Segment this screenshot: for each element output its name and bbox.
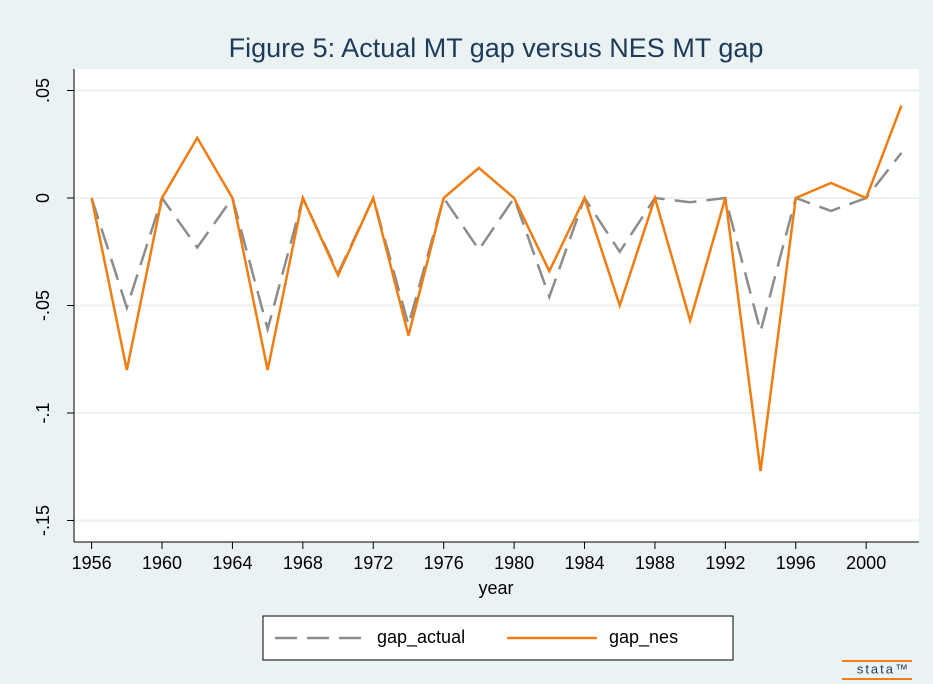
series-line	[90, 105, 903, 472]
logo: stata™	[857, 661, 910, 676]
x-tick-label: 1980	[494, 553, 534, 573]
chart-title: Figure 5: Actual MT gap versus NES MT ga…	[229, 33, 764, 63]
legend-label: gap_nes	[609, 627, 678, 648]
x-axis-label: year	[478, 578, 513, 598]
legend-label: gap_actual	[377, 627, 465, 648]
y-tick-label: .05	[33, 78, 53, 103]
x-tick-label: 1992	[705, 553, 745, 573]
series-line	[90, 152, 903, 337]
x-tick-label: 1988	[635, 553, 675, 573]
y-tick-label: -.15	[33, 505, 53, 536]
x-tick-label: 2000	[846, 553, 886, 573]
x-tick-label: 1968	[283, 553, 323, 573]
x-tick-label: 1976	[424, 553, 464, 573]
y-tick-label: 0	[33, 193, 53, 203]
x-tick-label: 1960	[142, 553, 182, 573]
x-tick-label: 1972	[353, 553, 393, 573]
y-tick-label: -.05	[33, 290, 53, 321]
x-tick-label: 1984	[564, 553, 604, 573]
x-tick-label: 1956	[72, 553, 112, 573]
x-tick-label: 1996	[776, 553, 816, 573]
x-tick-label: 1964	[212, 553, 252, 573]
y-tick-label: -.1	[33, 402, 53, 423]
